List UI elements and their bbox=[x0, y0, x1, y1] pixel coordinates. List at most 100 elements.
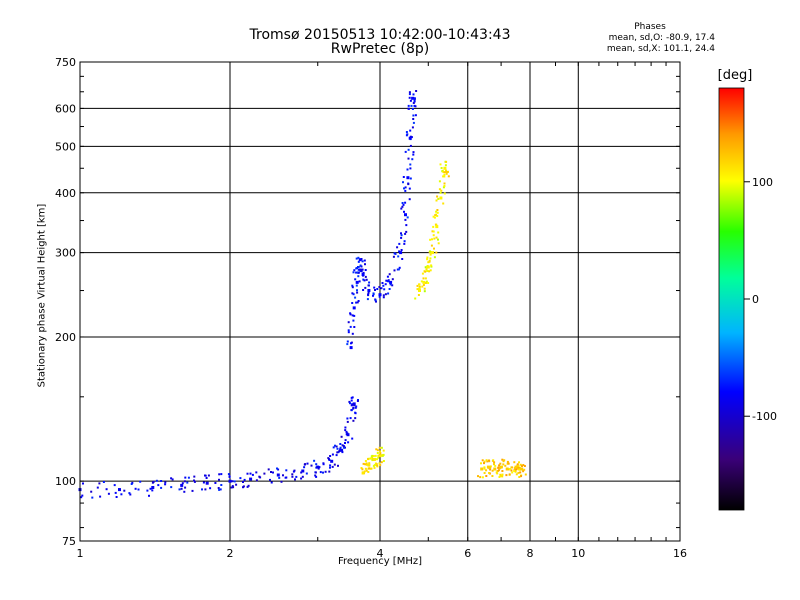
echo-point bbox=[445, 172, 448, 175]
echo-point bbox=[361, 468, 364, 471]
echo-point bbox=[511, 471, 514, 474]
echo-point bbox=[186, 481, 189, 484]
colorbar-unit: [deg] bbox=[717, 68, 753, 83]
echo-point bbox=[267, 468, 270, 471]
trace-point bbox=[520, 467, 524, 471]
echo-point bbox=[315, 475, 318, 478]
echo-point bbox=[367, 294, 370, 297]
echo-point bbox=[480, 462, 482, 465]
echo-point bbox=[361, 260, 364, 263]
echo-point bbox=[435, 213, 437, 216]
echo-point bbox=[344, 442, 346, 444]
echo-point bbox=[436, 195, 439, 198]
trace-point bbox=[408, 136, 412, 140]
echo-point bbox=[329, 455, 332, 457]
echo-point bbox=[324, 470, 327, 473]
echo-point bbox=[91, 496, 94, 499]
echo-point bbox=[354, 278, 357, 281]
echo-point bbox=[437, 231, 440, 234]
echo-point bbox=[96, 486, 99, 489]
echo-point bbox=[363, 470, 366, 473]
echo-point bbox=[376, 288, 379, 290]
echo-point bbox=[425, 280, 428, 283]
x-tick-label: 4 bbox=[377, 547, 384, 560]
echo-point bbox=[355, 271, 358, 274]
echo-point bbox=[380, 446, 383, 449]
echo-point bbox=[432, 230, 435, 233]
axis-ticks bbox=[80, 62, 680, 541]
echo-point bbox=[400, 232, 402, 235]
echo-point bbox=[300, 471, 303, 474]
chart-title: Tromsø 20150513 10:42:00-10:43:43 bbox=[249, 27, 511, 43]
echo-point bbox=[351, 284, 354, 287]
echo-point bbox=[193, 479, 195, 482]
echo-point bbox=[231, 485, 234, 488]
echo-point bbox=[515, 468, 518, 471]
echo-point bbox=[398, 266, 401, 269]
echo-point bbox=[357, 260, 360, 263]
trace-point bbox=[330, 459, 334, 463]
echo-point bbox=[406, 216, 409, 219]
echo-point bbox=[365, 469, 368, 472]
echo-point bbox=[522, 470, 525, 473]
echo-point bbox=[400, 249, 403, 251]
trace-point bbox=[151, 486, 155, 489]
echo-point bbox=[377, 456, 380, 459]
echo-point bbox=[497, 466, 500, 469]
echo-point bbox=[204, 474, 207, 477]
echo-point bbox=[404, 232, 407, 235]
echo-point bbox=[479, 476, 482, 479]
echo-point bbox=[343, 446, 346, 449]
echo-point bbox=[410, 136, 413, 139]
echo-point bbox=[507, 468, 510, 471]
echo-point bbox=[246, 472, 249, 475]
trace-point bbox=[249, 477, 253, 481]
echo-point bbox=[506, 460, 509, 463]
echo-point bbox=[406, 168, 409, 171]
echo-point bbox=[337, 464, 339, 467]
echo-point bbox=[207, 474, 210, 477]
stats-o-mode: mean, sd,O: -80.9, 17.4 bbox=[608, 33, 715, 43]
echo-point bbox=[510, 469, 513, 472]
echo-point bbox=[433, 256, 436, 259]
echo-point bbox=[408, 93, 411, 96]
echo-point bbox=[149, 487, 152, 490]
colorbar-tick-label: 100 bbox=[752, 176, 773, 189]
echo-point bbox=[374, 454, 377, 457]
echo-point bbox=[416, 284, 419, 287]
echo-point bbox=[391, 284, 394, 287]
echo-point bbox=[344, 439, 347, 442]
echo-point bbox=[373, 466, 376, 469]
echo-point bbox=[356, 301, 359, 304]
echo-point bbox=[98, 482, 101, 485]
echo-point bbox=[187, 476, 190, 479]
echo-point bbox=[424, 266, 427, 269]
echo-point bbox=[306, 462, 309, 465]
echo-point bbox=[204, 488, 207, 491]
echo-point bbox=[99, 495, 102, 498]
echo-point bbox=[341, 444, 344, 447]
echo-point bbox=[235, 483, 238, 486]
echo-point bbox=[400, 207, 403, 210]
echo-point bbox=[403, 240, 406, 243]
trace-point bbox=[443, 166, 447, 170]
echo-point bbox=[349, 325, 352, 328]
echo-point bbox=[402, 203, 405, 206]
echo-point bbox=[315, 463, 318, 466]
echo-point bbox=[359, 264, 362, 267]
echo-point bbox=[349, 313, 352, 316]
echo-point bbox=[363, 279, 366, 282]
echo-point bbox=[412, 93, 415, 96]
echo-point bbox=[362, 278, 365, 281]
echo-point bbox=[411, 108, 414, 110]
echo-point bbox=[350, 409, 353, 412]
echo-point bbox=[322, 463, 325, 466]
y-tick-label: 200 bbox=[55, 331, 76, 344]
echo-point bbox=[303, 466, 306, 469]
echo-point bbox=[403, 187, 405, 190]
echo-point bbox=[230, 486, 233, 489]
echo-point bbox=[382, 284, 385, 287]
echo-point bbox=[372, 294, 374, 297]
echo-point bbox=[335, 454, 338, 457]
echo-point bbox=[485, 459, 488, 462]
